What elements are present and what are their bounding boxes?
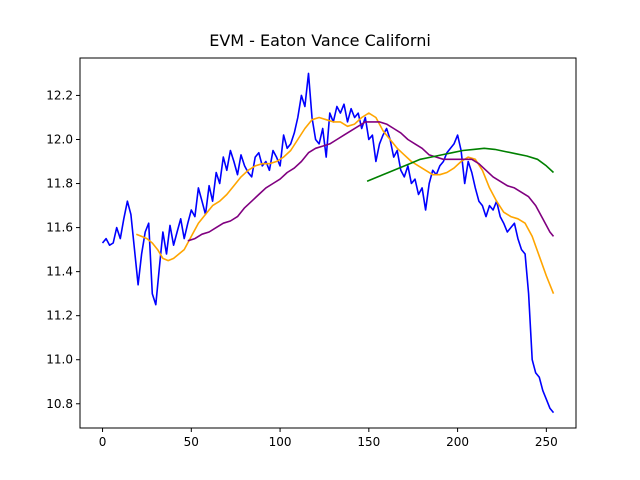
- series-line-2: [187, 121, 555, 242]
- x-tick-label: 0: [99, 435, 107, 449]
- x-tick-label: 150: [357, 435, 380, 449]
- y-tick-label: 11.8: [46, 177, 73, 191]
- chart-title: EVM - Eaton Vance Californi: [209, 31, 431, 50]
- y-tick-label: 11.4: [46, 265, 73, 279]
- series-line-3: [366, 147, 555, 183]
- y-tick-label: 12.2: [46, 88, 73, 102]
- plot-area-frame: [79, 57, 577, 429]
- y-tick-label: 12.0: [46, 132, 73, 146]
- x-tick-label: 200: [446, 435, 469, 449]
- series-line-0: [101, 72, 555, 414]
- series-layer: [101, 72, 555, 414]
- y-tick-label: 10.8: [46, 397, 73, 411]
- y-tick-label: 11.2: [46, 309, 73, 323]
- x-axis: 0 50 100 150 200 250: [99, 428, 558, 449]
- y-tick-label: 11.0: [46, 353, 73, 367]
- x-tick-label: 250: [535, 435, 558, 449]
- y-tick-label: 11.6: [46, 221, 73, 235]
- x-tick-label: 100: [269, 435, 292, 449]
- y-axis: 10.8 11.0 11.2 11.4 11.6 11.8 12.0 12.2: [46, 88, 80, 411]
- x-tick-label: 50: [184, 435, 199, 449]
- series-line-1: [135, 112, 555, 294]
